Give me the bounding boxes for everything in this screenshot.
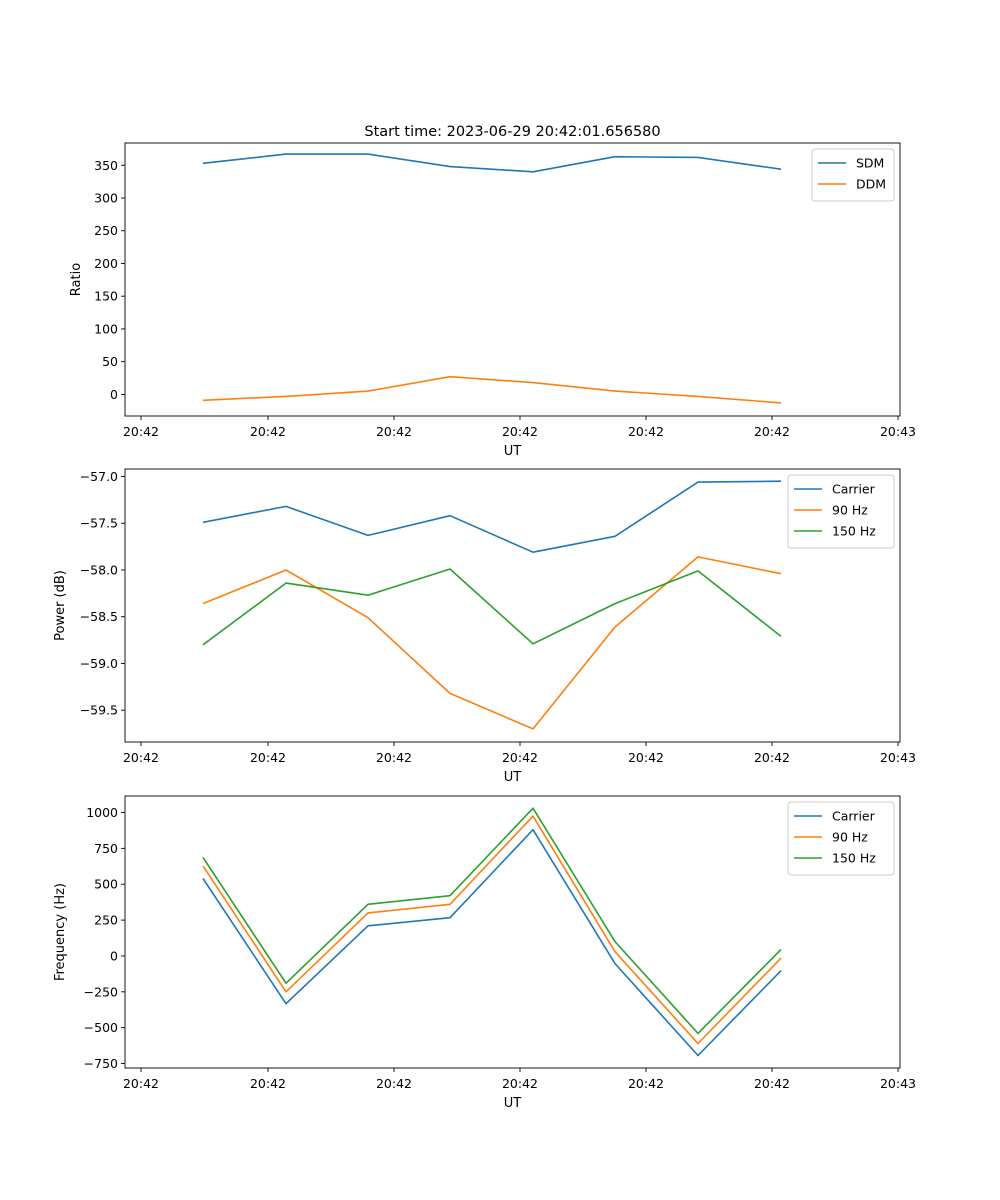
y-tick-label: 0 — [110, 387, 118, 402]
series-ddm — [202, 375, 782, 404]
series-carrier — [202, 828, 782, 1057]
y-tick-label: 1000 — [86, 805, 118, 820]
series-line — [202, 153, 782, 173]
x-tick-label: 20:43 — [880, 424, 916, 439]
y-tick-label: −57.0 — [80, 469, 118, 484]
x-axis-label: UT — [504, 1096, 522, 1111]
legend-label: 150 Hz — [832, 524, 876, 539]
x-tick-label: 20:42 — [123, 750, 159, 765]
legend: SDM DDM — [811, 148, 895, 202]
y-tick-label: 500 — [94, 877, 118, 892]
x-axis-label: UT — [504, 770, 522, 785]
x-tick-label: 20:43 — [880, 750, 916, 765]
y-tick-label: 50 — [102, 354, 118, 369]
x-tick-label: 20:42 — [754, 750, 790, 765]
x-tick-label: 20:42 — [250, 424, 286, 439]
y-tick-label: 100 — [94, 321, 118, 336]
y-tick-label: 0 — [110, 948, 118, 963]
x-tick-label: 20:42 — [376, 750, 412, 765]
y-tick-label: 350 — [94, 158, 118, 173]
series-150-hz — [202, 807, 782, 1035]
legend-label: 90 Hz — [832, 830, 868, 845]
x-tick-label: 20:42 — [250, 750, 286, 765]
x-tick-label: 20:42 — [376, 1076, 412, 1091]
x-tick-label: 20:42 — [754, 1076, 790, 1091]
x-tick-label: 20:42 — [502, 424, 538, 439]
y-tick-label: 250 — [94, 913, 118, 928]
chart-panel-2: −59.5 −59.0 −58.5 −58.0 −57.5 −57.0 20:42 20:42… — [53, 468, 916, 785]
legend-box — [811, 148, 895, 202]
x-tick-label: 20:42 — [754, 424, 790, 439]
y-tick-label: 250 — [94, 223, 118, 238]
x-tick-label: 20:42 — [376, 424, 412, 439]
legend-label: 150 Hz — [832, 851, 876, 866]
y-tick-label: −59.5 — [80, 703, 118, 718]
x-axis-label: UT — [504, 444, 522, 459]
legend-label: SDM — [856, 156, 884, 171]
y-tick-label: −750 — [84, 1056, 118, 1071]
legend-box — [787, 474, 895, 549]
legend-box — [787, 801, 895, 876]
y-tick-label: −58.5 — [80, 609, 118, 624]
series-90-hz — [202, 815, 782, 1045]
plot-frame — [124, 142, 901, 417]
figure-title: Start time: 2023-06-29 20:42:01.656580 — [364, 124, 660, 140]
y-axis-label: Power (dB) — [53, 570, 68, 641]
x-tick-label: 20:42 — [250, 1076, 286, 1091]
x-tick-label: 20:42 — [502, 1076, 538, 1091]
series-line — [202, 828, 782, 1057]
x-tick-label: 20:42 — [628, 750, 664, 765]
series-line — [202, 375, 782, 404]
legend-label: Carrier — [832, 809, 876, 824]
chart-panel-1: 0 50 100 150 200 250 300 350 20:42 20:42 20:42 20:4… — [69, 142, 916, 459]
series-line — [202, 480, 782, 554]
y-tick-label: −58.0 — [80, 562, 118, 577]
series-line — [202, 807, 782, 1035]
series-line — [202, 556, 782, 730]
series-line — [202, 568, 782, 646]
series-carrier — [202, 480, 782, 554]
series-line — [202, 815, 782, 1045]
plot-frame — [124, 468, 901, 743]
legend: Carrier 90 Hz 150 Hz — [787, 801, 895, 876]
series-sdm — [202, 153, 782, 173]
y-tick-label: 200 — [94, 256, 118, 271]
x-tick-label: 20:42 — [123, 424, 159, 439]
legend: Carrier 90 Hz 150 Hz — [787, 474, 895, 549]
y-axis-label: Ratio — [69, 263, 84, 296]
chart-panel-3: −750 −500 −250 0 250 500 750 1000 20:42 20:42 20:4… — [53, 795, 916, 1111]
y-tick-label: −500 — [84, 1020, 118, 1035]
series-90-hz — [202, 556, 782, 730]
x-tick-label: 20:42 — [628, 1076, 664, 1091]
y-tick-label: 750 — [94, 841, 118, 856]
legend-label: DDM — [856, 177, 886, 192]
y-tick-label: −250 — [84, 984, 118, 999]
legend-label: Carrier — [832, 482, 876, 497]
plot-frame — [124, 795, 901, 1069]
legend-label: 90 Hz — [832, 503, 868, 518]
y-tick-label: −59.0 — [80, 656, 118, 671]
y-tick-label: −57.5 — [80, 516, 118, 531]
y-axis-label: Frequency (Hz) — [53, 883, 68, 981]
x-tick-label: 20:42 — [502, 750, 538, 765]
x-tick-label: 20:43 — [880, 1076, 916, 1091]
y-tick-label: 300 — [94, 190, 118, 205]
series-150-hz — [202, 568, 782, 646]
x-tick-label: 20:42 — [123, 1076, 159, 1091]
x-tick-label: 20:42 — [628, 424, 664, 439]
y-tick-label: 150 — [94, 289, 118, 304]
